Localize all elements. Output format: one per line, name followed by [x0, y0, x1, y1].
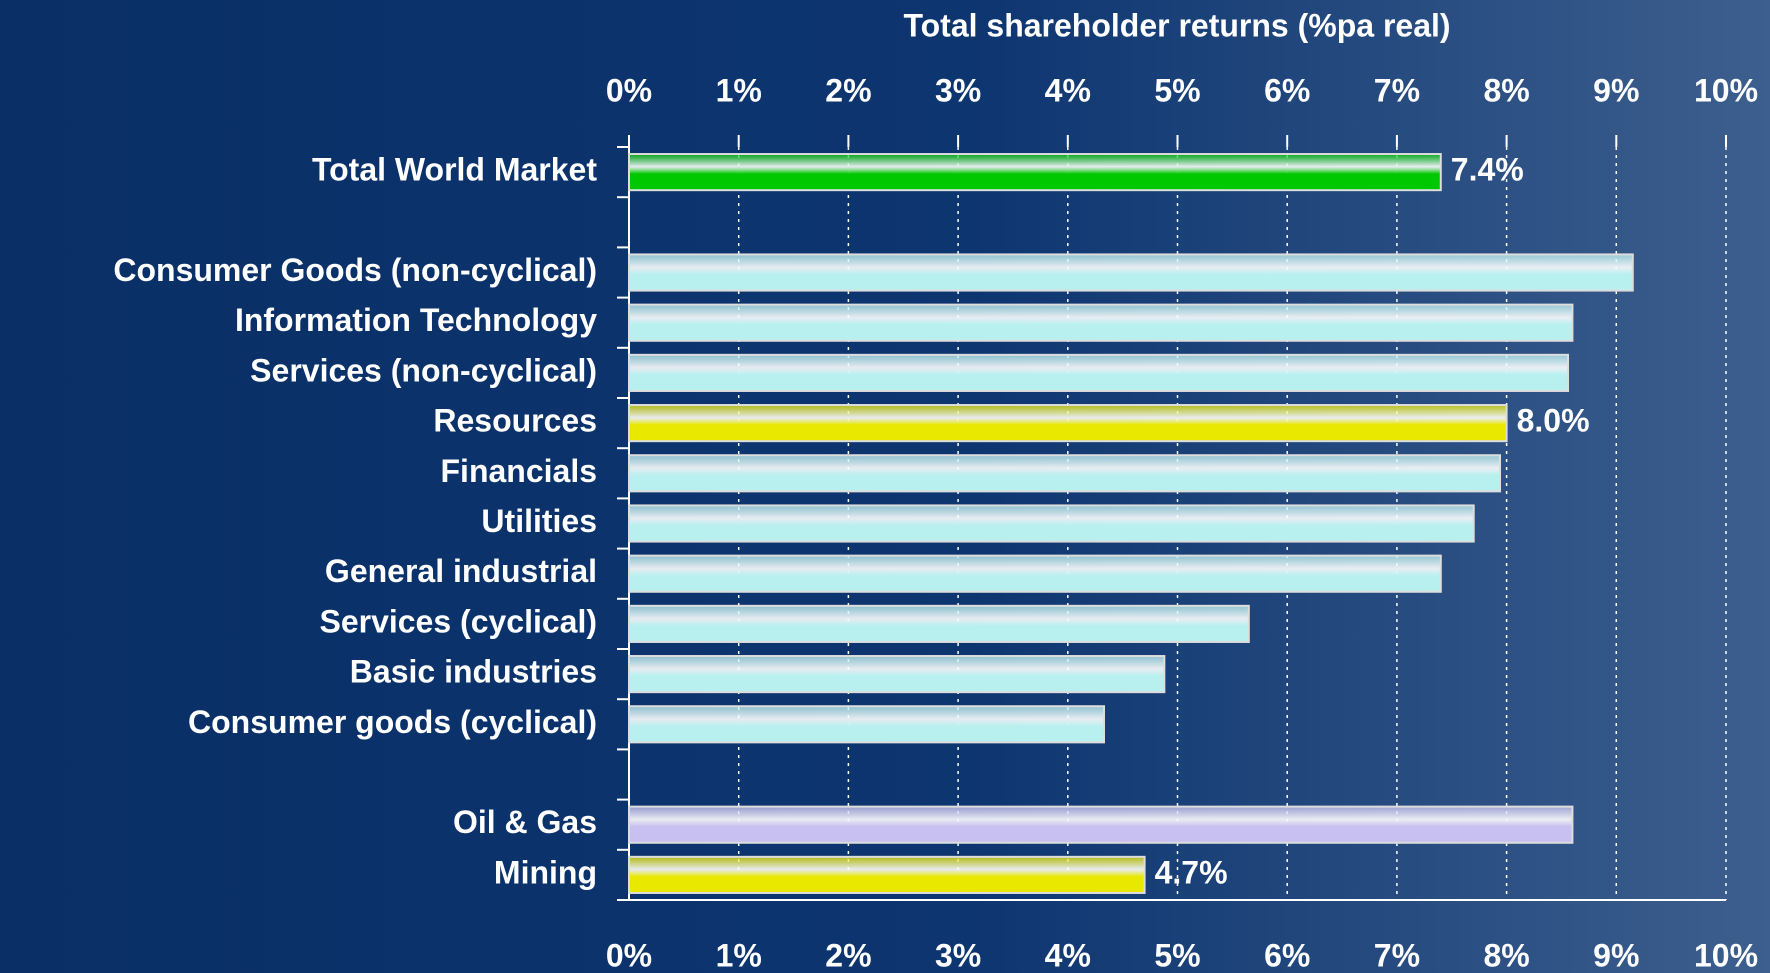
y-tick-label: General industrial — [325, 553, 597, 589]
bar — [628, 353, 1570, 392]
x-tick-label-top: 3% — [935, 72, 981, 108]
x-tick-label-bottom: 3% — [935, 937, 981, 973]
x-tick-label-bottom: 8% — [1483, 937, 1529, 973]
x-tick-label-top: 4% — [1045, 72, 1091, 108]
bar — [628, 705, 1106, 744]
bar — [628, 253, 1634, 292]
bar — [628, 454, 1502, 493]
x-tick-label-bottom: 5% — [1154, 937, 1200, 973]
bar — [628, 855, 1146, 894]
y-tick-label: Consumer goods (cyclical) — [188, 704, 597, 740]
y-tick-label: Utilities — [481, 503, 597, 539]
x-tick-label-top: 1% — [716, 72, 762, 108]
x-tick-label-top: 9% — [1593, 72, 1639, 108]
x-tick-label-top: 6% — [1264, 72, 1310, 108]
x-tick-label-bottom: 2% — [825, 937, 871, 973]
bar — [628, 404, 1508, 443]
bar — [628, 504, 1475, 543]
bar — [628, 655, 1166, 694]
y-tick-label: Financials — [441, 453, 598, 489]
y-tick-label: Information Technology — [235, 302, 597, 338]
x-tick-label-top: 8% — [1483, 72, 1529, 108]
bar — [628, 153, 1442, 192]
x-tick-label-top: 7% — [1374, 72, 1420, 108]
x-tick-label-bottom: 4% — [1045, 937, 1091, 973]
y-tick-label: Total World Market — [312, 152, 597, 188]
value-label: 8.0% — [1517, 403, 1590, 439]
x-tick-label-bottom: 0% — [606, 937, 652, 973]
y-tick-label: Oil & Gas — [453, 804, 597, 840]
bar — [628, 554, 1442, 593]
value-label: 7.4% — [1451, 152, 1524, 188]
chart-title: Total shareholder returns (%pa real) — [903, 7, 1450, 43]
x-tick-label-bottom: 9% — [1593, 937, 1639, 973]
bar — [628, 303, 1574, 342]
bar — [628, 604, 1250, 643]
x-tick-label-bottom: 10% — [1694, 937, 1758, 973]
y-tick-label: Services (cyclical) — [319, 603, 597, 639]
x-tick-label-top: 5% — [1154, 72, 1200, 108]
bar — [628, 805, 1574, 844]
x-tick-label-bottom: 1% — [716, 937, 762, 973]
value-label: 4.7% — [1155, 854, 1228, 890]
y-tick-label: Consumer Goods (non-cyclical) — [113, 252, 597, 288]
x-tick-label-top: 2% — [825, 72, 871, 108]
y-tick-label: Basic industries — [350, 654, 597, 690]
x-tick-label-bottom: 6% — [1264, 937, 1310, 973]
y-tick-label: Services (non-cyclical) — [250, 352, 597, 388]
x-tick-label-top: 0% — [606, 72, 652, 108]
x-tick-label-bottom: 7% — [1374, 937, 1420, 973]
x-tick-label-top: 10% — [1694, 72, 1758, 108]
y-tick-label: Resources — [433, 403, 597, 439]
y-tick-label: Mining — [494, 854, 597, 890]
